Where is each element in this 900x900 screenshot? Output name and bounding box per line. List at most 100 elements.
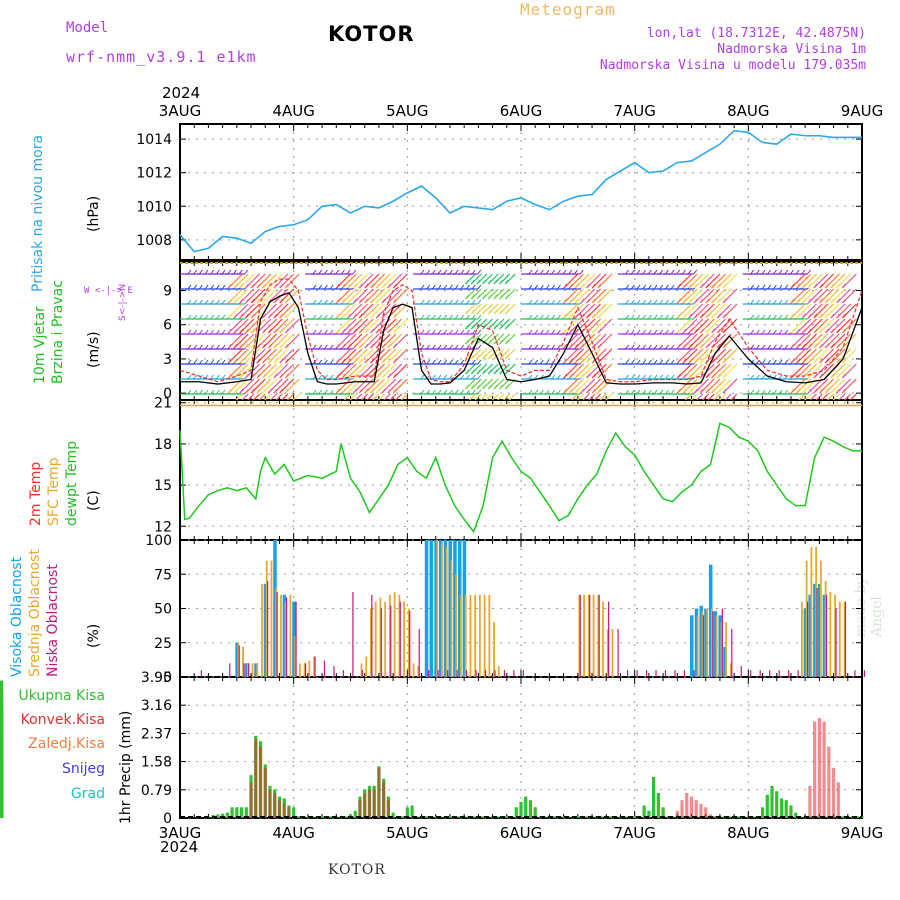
wind-barb-flag bbox=[353, 298, 357, 304]
wind-barb-flag bbox=[772, 314, 777, 320]
cloud-bar-mid bbox=[843, 601, 846, 677]
wind-barb-flag bbox=[318, 314, 323, 320]
wind-barb-flag bbox=[375, 328, 380, 334]
wind-barb-flag bbox=[534, 299, 539, 305]
wind-barb-flag bbox=[830, 388, 835, 394]
wind-barb-flag bbox=[204, 329, 209, 335]
wind-barb-flag bbox=[420, 389, 425, 395]
wind-barb-flag bbox=[336, 283, 340, 289]
wind-barb-flag bbox=[755, 314, 760, 320]
wind-barb-flag bbox=[642, 359, 647, 365]
wind-barb-flag bbox=[647, 329, 652, 335]
wind-barb-flag bbox=[221, 284, 226, 290]
wind-barb-flag bbox=[233, 358, 238, 364]
wind-barb-flag bbox=[767, 329, 772, 335]
wind-barb-flag bbox=[813, 283, 818, 289]
wind-barb-flag bbox=[358, 358, 363, 364]
wind-barb-flag bbox=[279, 313, 284, 319]
cloud-bar-high bbox=[282, 594, 287, 677]
precip-bar-conv bbox=[817, 718, 821, 818]
wind-barb-flag bbox=[470, 384, 475, 390]
wind-barb-flag bbox=[824, 298, 829, 304]
cloud-bar-mid bbox=[455, 574, 458, 677]
wind-barb-flag bbox=[470, 369, 475, 375]
wind-barb-flag bbox=[665, 359, 669, 365]
precip-bar-conv bbox=[386, 800, 390, 818]
wind-barb-flag bbox=[341, 298, 346, 304]
wind-barb-flag bbox=[477, 344, 482, 350]
precip-bar-total bbox=[391, 812, 395, 818]
wind-barb-flag bbox=[233, 343, 238, 349]
y-tick-label: 100 bbox=[145, 533, 172, 549]
wind-barb-flag bbox=[487, 384, 492, 390]
wind-barb-flag bbox=[460, 314, 465, 320]
cloud-bar-mid bbox=[583, 594, 585, 677]
wind-barb-flag bbox=[539, 314, 544, 320]
wind-barb-flag bbox=[284, 388, 289, 394]
cloud-bar-mid bbox=[701, 611, 704, 677]
wind-barb-flag bbox=[493, 339, 498, 345]
wind-barb-flag bbox=[273, 313, 278, 319]
x-date-label-bottom: 4AUG bbox=[272, 824, 314, 842]
cloud-bar-mid bbox=[805, 560, 808, 677]
cloud-bar-mid bbox=[407, 608, 410, 677]
wind-barb bbox=[394, 393, 403, 400]
precip-bar-conv bbox=[263, 768, 267, 818]
cloud-bar-mid bbox=[819, 560, 822, 677]
wind-barb-flag bbox=[790, 313, 795, 319]
wind-barb-flag bbox=[329, 389, 334, 395]
wind-barb-flag bbox=[802, 388, 806, 394]
wind-barb-flag bbox=[761, 314, 766, 320]
wind-barb-flag bbox=[284, 313, 289, 319]
wind-barb-flag bbox=[465, 339, 469, 345]
wind-barb-flag bbox=[642, 374, 647, 380]
cloud-bar-mid bbox=[403, 601, 405, 677]
wind-barb-flag bbox=[449, 299, 453, 305]
wind-barb-flag bbox=[557, 344, 561, 350]
wind-barb-flag bbox=[227, 269, 232, 275]
wind-barb-flag bbox=[545, 359, 550, 365]
wind-barb-flag bbox=[722, 373, 727, 379]
wind-barb-flag bbox=[659, 329, 664, 335]
wind-barb-flag bbox=[545, 389, 550, 395]
wind-barb-flag bbox=[694, 313, 698, 319]
wind-barb bbox=[804, 393, 812, 400]
wind-barb-flag bbox=[647, 374, 652, 380]
wind-barb-flag bbox=[830, 328, 835, 334]
wind-barb-flag bbox=[711, 388, 715, 394]
precip-bar-conv bbox=[287, 807, 291, 818]
wind-barb-flag bbox=[841, 283, 846, 289]
wind-barb-flag bbox=[358, 343, 363, 349]
wind-barb-flag bbox=[426, 359, 431, 365]
precip-bar-total bbox=[652, 776, 656, 818]
wind-barb-flag bbox=[841, 298, 846, 304]
precip-bar-total bbox=[661, 807, 665, 818]
wind-barb-flag bbox=[239, 283, 244, 289]
cloud-bar-low bbox=[655, 670, 657, 677]
wind-barb-flag bbox=[504, 324, 509, 330]
precip-bar-conv bbox=[363, 793, 367, 818]
wind-barb-flag bbox=[279, 373, 284, 379]
wind-barb-flag bbox=[636, 374, 641, 380]
precip-bar-total bbox=[642, 805, 646, 818]
cloud-bar-high bbox=[254, 663, 258, 677]
wind-barb bbox=[360, 393, 368, 400]
wind-gust-line bbox=[179, 278, 863, 383]
panel-frame bbox=[179, 123, 863, 261]
wind-barb-flag bbox=[636, 314, 641, 320]
precip-bar-conv bbox=[813, 721, 817, 818]
wind-barb-flag bbox=[387, 373, 392, 379]
wind-barb-flag bbox=[597, 313, 602, 319]
wind-barb-flag bbox=[767, 314, 772, 320]
wind-barb-flag bbox=[364, 388, 369, 394]
wind-barb bbox=[599, 393, 607, 400]
wind-barb-flag bbox=[705, 298, 710, 304]
wind-barb-flag bbox=[449, 269, 453, 275]
wind-barb-flag bbox=[647, 269, 652, 275]
wind-barb-flag bbox=[420, 329, 425, 335]
wind-barb-flag bbox=[477, 284, 482, 290]
wind-barb-flag bbox=[499, 294, 504, 300]
wind-barb-flag bbox=[807, 343, 812, 349]
precip-bar-conv bbox=[694, 800, 698, 818]
wind-barb-flag bbox=[364, 298, 369, 304]
